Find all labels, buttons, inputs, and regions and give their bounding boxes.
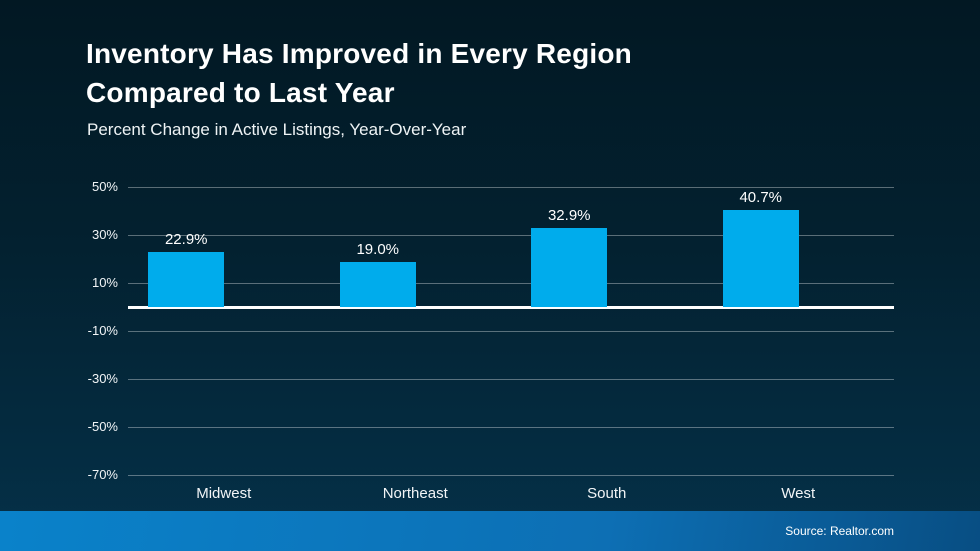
y-axis-tick-label: -10% [87,322,118,338]
x-axis-category-label: South [587,485,627,502]
zero-axis-line [128,306,894,309]
y-axis-tick-label: 50% [91,179,118,195]
y-axis-tick-label: 30% [91,227,118,243]
bar-value-label: 40.7% [739,188,783,206]
bar-value-label: 32.9% [547,207,591,225]
x-axis-category-label: West [781,485,816,502]
y-axis-tick-label: -70% [87,466,118,482]
y-axis-tick-label: -50% [87,418,118,434]
page-title-line-1: Inventory Has Improved in Every Region [86,38,632,69]
x-axis-category-label: Northeast [382,485,448,502]
bar-value-label: 22.9% [164,231,208,249]
footer-band: Source: Realtor.com [0,511,980,551]
page-title-line-2: Compared to Last Year [86,77,395,108]
y-axis-tick-label: 10% [91,275,118,291]
grid-line [128,426,894,428]
y-axis-tick-label: -30% [87,370,118,386]
bar [722,209,799,307]
source-label: Source: Realtor.com [785,523,894,538]
grid-line [128,283,894,285]
grid-line [128,330,894,332]
grid-line [128,187,894,189]
bar [148,252,225,307]
page-title: Inventory Has Improved in Every Region C… [86,34,632,112]
bar-value-label: 19.0% [356,240,400,258]
chart-subtitle: Percent Change in Active Listings, Year-… [87,120,467,139]
grid-line [128,235,894,237]
bar [531,228,608,307]
grid-line [128,378,894,380]
x-axis-category-label: Midwest [196,485,252,502]
grid-line [128,474,894,476]
bar [339,261,416,307]
